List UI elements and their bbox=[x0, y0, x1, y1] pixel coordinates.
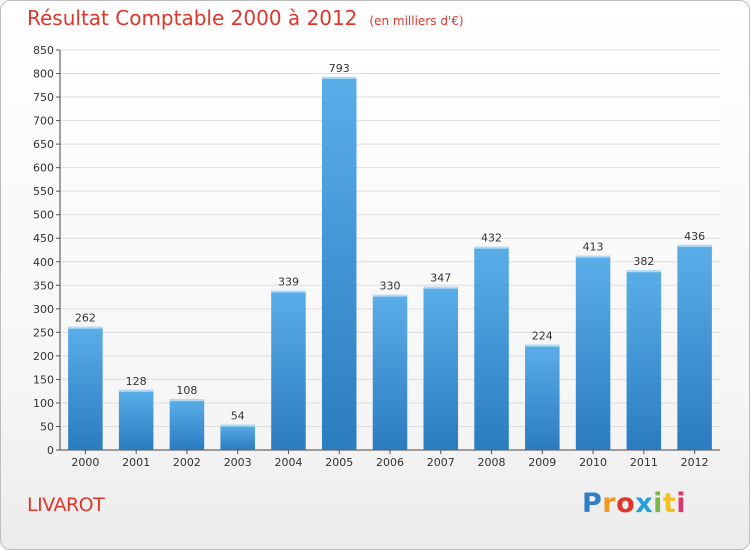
bar-highlight bbox=[575, 255, 611, 258]
logo-letter: r bbox=[602, 488, 617, 519]
y-tick-label: 250 bbox=[33, 326, 54, 339]
y-tick-label: 150 bbox=[33, 373, 54, 386]
data-label: 108 bbox=[176, 384, 197, 397]
data-label: 793 bbox=[329, 62, 350, 75]
bar bbox=[118, 389, 154, 450]
bar-highlight bbox=[372, 294, 408, 297]
x-tick-label: 2000 bbox=[71, 456, 99, 469]
y-tick-label: 550 bbox=[33, 185, 54, 198]
x-tick-label: 2004 bbox=[274, 456, 302, 469]
x-tick-label: 2006 bbox=[376, 456, 404, 469]
data-label: 330 bbox=[380, 280, 401, 293]
bar bbox=[677, 244, 712, 450]
y-tick-label: 850 bbox=[33, 44, 54, 57]
bars bbox=[68, 76, 712, 450]
bar bbox=[525, 344, 560, 450]
data-label: 413 bbox=[583, 241, 604, 254]
bar bbox=[321, 76, 357, 450]
data-label: 432 bbox=[481, 232, 502, 245]
logo-letter: i bbox=[676, 488, 687, 519]
y-tick-label: 500 bbox=[33, 209, 54, 222]
x-tick-label: 2011 bbox=[630, 456, 658, 469]
logo-letter: x bbox=[635, 488, 654, 519]
x-tick-label: 2007 bbox=[427, 456, 455, 469]
bar bbox=[220, 424, 255, 450]
bar-highlight bbox=[423, 286, 459, 289]
data-label: 382 bbox=[633, 255, 654, 268]
bar-highlight bbox=[220, 424, 255, 427]
bar-highlight bbox=[68, 326, 103, 329]
logo-letter: o bbox=[616, 488, 636, 519]
x-tick-label: 2008 bbox=[478, 456, 506, 469]
x-tick-label: 2009 bbox=[528, 456, 556, 469]
data-label: 224 bbox=[532, 330, 553, 343]
bar-highlight bbox=[321, 76, 357, 79]
y-tick-label: 300 bbox=[33, 303, 54, 316]
chart-subtitle: (en milliers d'€) bbox=[369, 14, 464, 28]
x-tick-label: 2010 bbox=[579, 456, 607, 469]
data-label: 339 bbox=[278, 275, 299, 288]
bar-highlight bbox=[169, 399, 205, 402]
y-tick-label: 400 bbox=[33, 256, 54, 269]
y-tick-label: 0 bbox=[47, 444, 54, 457]
bar-highlight bbox=[118, 389, 154, 392]
y-tick-label: 700 bbox=[33, 115, 54, 128]
bar-highlight bbox=[271, 290, 306, 293]
logo-letter: P bbox=[582, 488, 603, 519]
y-tick-label: 450 bbox=[33, 232, 54, 245]
data-label: 128 bbox=[126, 375, 147, 388]
logo-letter: t bbox=[662, 488, 677, 519]
bar bbox=[271, 290, 306, 450]
bar-highlight bbox=[474, 246, 509, 249]
y-tick-label: 350 bbox=[33, 279, 54, 292]
y-tick-label: 200 bbox=[33, 350, 54, 363]
data-label: 54 bbox=[231, 410, 245, 423]
x-tick-label: 2005 bbox=[325, 456, 353, 469]
bar bbox=[626, 270, 662, 450]
bar-highlight bbox=[525, 344, 560, 347]
bar bbox=[575, 255, 611, 450]
axes: 0 50 100 150 200 250 300 350 400 450 500 550 600 650 7… bbox=[33, 44, 720, 469]
x-tick-label: 2003 bbox=[224, 456, 252, 469]
logo-letter: i bbox=[653, 488, 663, 519]
bar bbox=[372, 294, 408, 450]
y-tick-label: 800 bbox=[33, 68, 54, 81]
data-label: 436 bbox=[684, 230, 705, 243]
data-label: 262 bbox=[75, 312, 96, 325]
y-tick-label: 50 bbox=[40, 420, 54, 433]
bar bbox=[474, 246, 509, 450]
bar bbox=[169, 399, 205, 450]
y-tick-label: 600 bbox=[33, 162, 54, 175]
bar bbox=[68, 326, 103, 450]
data-labels: 262 128 108 54 339 793 330 347 432 224 413 382 436 bbox=[75, 62, 705, 423]
x-tick-label: 2001 bbox=[122, 456, 150, 469]
commune-name: LIVAROT bbox=[27, 494, 105, 516]
chart-title-text: Résultat Comptable 2000 à 2012 bbox=[27, 6, 358, 30]
x-tick-label: 2002 bbox=[173, 456, 201, 469]
data-label: 347 bbox=[430, 272, 451, 285]
bar-highlight bbox=[626, 270, 662, 273]
bar-highlight bbox=[677, 244, 712, 247]
bar bbox=[423, 286, 459, 450]
chart-title: Résultat Comptable 2000 à 2012 (en millie… bbox=[27, 6, 464, 30]
y-tick-label: 650 bbox=[33, 138, 54, 151]
y-tick-label: 750 bbox=[33, 91, 54, 104]
y-tick-label: 100 bbox=[33, 397, 54, 410]
x-tick-label: 2012 bbox=[681, 456, 709, 469]
proxiti-logo[interactable]: Proxiti bbox=[582, 488, 686, 519]
